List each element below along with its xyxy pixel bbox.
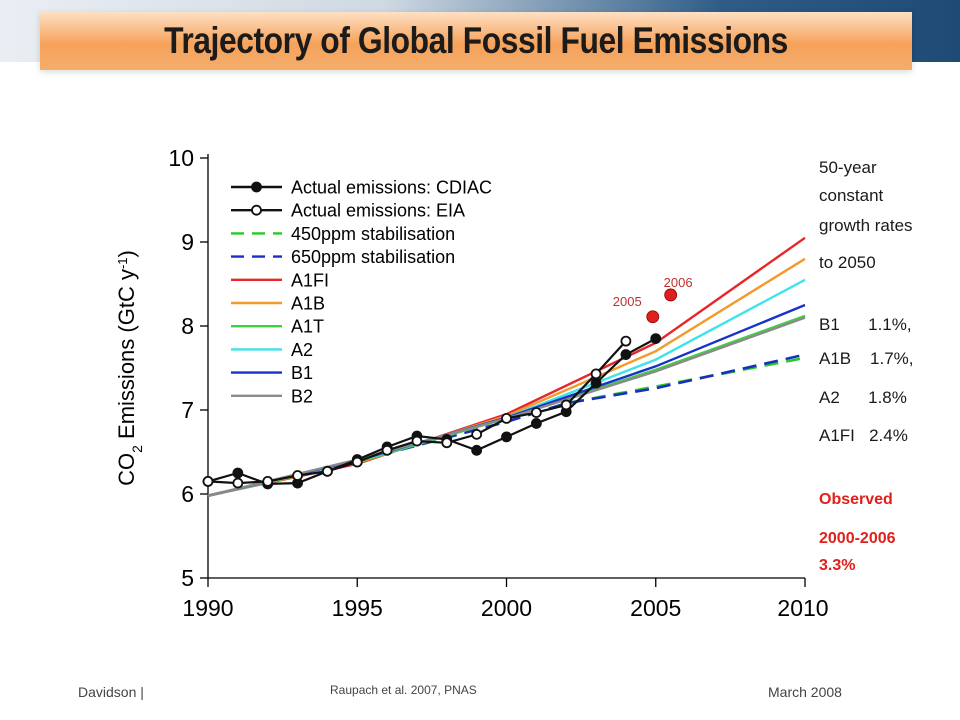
- footer-citation: Raupach et al. 2007, PNAS: [330, 683, 477, 697]
- sidebar-heading-line-4: to 2050: [819, 253, 876, 272]
- legend-label-actual-emissions-eia: Actual emissions: EIA: [291, 201, 465, 221]
- legend-label-b1: B1: [291, 363, 313, 383]
- x-tick-label: 2000: [481, 595, 532, 621]
- legend-label-a1t: A1T: [291, 317, 324, 337]
- legend-marker-actual-emissions-eia: [251, 204, 262, 216]
- sidebar-heading-line-2: constant: [819, 186, 884, 205]
- data-point-actual-emissions-eia: [471, 428, 483, 440]
- rate-a1b: A1B 1.7%,: [819, 349, 914, 368]
- rate-a2: A2 1.8%: [819, 388, 907, 407]
- legend-label-a2: A2: [291, 340, 313, 360]
- x-tick-label: 2005: [630, 595, 681, 621]
- legend-label-450ppm-stabilisation: 450ppm stabilisation: [291, 224, 455, 244]
- data-point-actual-emissions-cdiac: [232, 467, 244, 479]
- data-point-actual-emissions-cdiac: [501, 431, 512, 443]
- legend-marker-actual-emissions-cdiac: [251, 181, 262, 193]
- data-point-actual-emissions-eia: [620, 335, 632, 347]
- data-point-actual-emissions-eia: [560, 399, 572, 411]
- data-point-actual-emissions-eia: [590, 368, 602, 380]
- footer-author: Davidson |: [78, 684, 144, 700]
- y-tick-label: 10: [168, 145, 194, 171]
- y-tick-label: 9: [181, 229, 194, 255]
- y-tick-label: 7: [181, 397, 194, 423]
- y-tick-label: 5: [181, 565, 194, 591]
- y-axis-label: CO2 Emissions (GtC y-1): [114, 250, 145, 486]
- data-point-actual-emissions-eia: [501, 412, 512, 424]
- highlight-point-2005: [646, 310, 660, 324]
- data-point-actual-emissions-eia: [202, 475, 214, 487]
- x-tick-label: 1990: [182, 595, 233, 621]
- footer-date: March 2008: [768, 684, 842, 700]
- data-point-actual-emissions-eia: [262, 475, 274, 487]
- sidebar-heading-line-1: 50-year: [819, 158, 877, 177]
- title-banner: Trajectory of Global Fossil Fuel Emissio…: [40, 12, 912, 70]
- observed-rate: 3.3%: [819, 557, 856, 574]
- legend-label-b2: B2: [291, 386, 313, 406]
- data-point-actual-emissions-cdiac: [620, 349, 632, 360]
- data-point-actual-emissions-cdiac: [471, 444, 483, 456]
- legend-label-a1fi: A1FI: [291, 270, 329, 290]
- x-tick-label: 1995: [332, 595, 383, 621]
- data-point-actual-emissions-eia: [232, 477, 244, 489]
- rate-a1fi: A1FI 2.4%: [819, 426, 908, 445]
- legend-label-a1b: A1B: [291, 294, 325, 314]
- data-point-actual-emissions-eia: [411, 435, 423, 447]
- legend-label-650ppm-stabilisation: 650ppm stabilisation: [291, 247, 455, 267]
- highlight-label-2005: 2005: [613, 294, 642, 309]
- rate-b1: B1 1.1%,: [819, 315, 912, 334]
- highlight-label-2006: 2006: [664, 275, 693, 290]
- slide-title: Trajectory of Global Fossil Fuel Emissio…: [164, 20, 788, 61]
- data-point-actual-emissions-eia: [441, 437, 453, 449]
- legend-label-actual-emissions-cdiac: Actual emissions: CDIAC: [291, 178, 492, 198]
- data-point-actual-emissions-eia: [351, 456, 363, 468]
- data-point-actual-emissions-eia: [321, 465, 333, 477]
- data-point-actual-emissions-eia: [530, 407, 542, 418]
- data-point-actual-emissions-eia: [381, 444, 393, 456]
- y-tick-label: 6: [181, 481, 194, 507]
- observed-period: 2000-2006: [819, 530, 896, 547]
- data-point-actual-emissions-cdiac: [590, 377, 602, 389]
- observed-label: Observed: [819, 491, 893, 508]
- sidebar-heading-line-3: growth rates: [819, 216, 913, 235]
- y-tick-label: 8: [181, 313, 194, 339]
- highlight-point-2006: [664, 288, 678, 302]
- series-line-actual-emissions-cdiac: [207, 337, 657, 486]
- x-tick-label: 2010: [777, 595, 828, 621]
- data-point-actual-emissions-cdiac: [650, 333, 662, 345]
- data-point-actual-emissions-eia: [292, 470, 303, 481]
- data-point-actual-emissions-cdiac: [530, 418, 542, 429]
